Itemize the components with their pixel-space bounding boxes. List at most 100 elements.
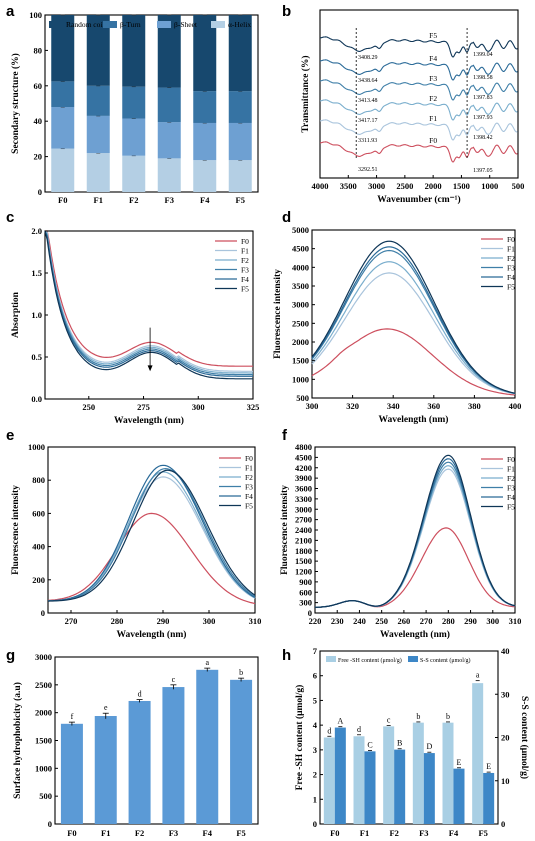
chart-e-xtick-label: 310 <box>249 616 262 626</box>
chart-b-peak-label: 3311.93 <box>358 138 377 144</box>
chart-b-series-label: F5 <box>429 31 437 40</box>
chart-a-bar-α-Helix-F5 <box>228 160 252 192</box>
chart-h-ytick-label: 1 <box>313 794 317 804</box>
chart-c-ytick-label: 0.5 <box>31 352 42 362</box>
chart-d-legend-label: F4 <box>507 273 515 282</box>
chart-h-ytick2-label: 10 <box>501 776 510 786</box>
chart-f-legend-label: F2 <box>507 474 515 483</box>
chart-h-ylabel: Free -SH content (μmol/g) <box>294 685 305 791</box>
chart-h-ytick2-label: 0 <box>501 819 505 829</box>
chart-c-xtick-label: 325 <box>247 402 260 412</box>
chart-f-ytick-label: 3300 <box>295 494 312 504</box>
chart-e-series-F5 <box>47 469 256 602</box>
chart-d-series-F4 <box>311 246 516 394</box>
chart-d-legend-label: F5 <box>507 283 515 292</box>
chart-h-legend-swatch-sh <box>326 656 336 662</box>
chart-h-xtick-label: F3 <box>419 828 428 838</box>
chart-e-xtick-label: 300 <box>203 616 216 626</box>
chart-h-sig-letter: B <box>397 739 402 748</box>
chart-h-sig-letter: E <box>486 762 491 771</box>
chart-f-xtick-label: 250 <box>375 616 388 626</box>
chart-f-ytick-label: 4800 <box>295 442 312 452</box>
chart-b-series-F5 <box>319 36 518 58</box>
chart-d-xtick-label: 380 <box>468 401 481 411</box>
chart-h-ytick-label: 5 <box>313 695 317 705</box>
chart-f-frame <box>314 446 516 614</box>
chart-b-xlabel: Wavenumber (cm⁻¹) <box>377 194 460 205</box>
chart-g-xtick-label: F0 <box>67 828 76 838</box>
chart-a-legend-swatch-β-Turn <box>103 21 117 28</box>
chart-d-ytick-label: 1000 <box>292 374 309 384</box>
chart-g-xtick-label: F2 <box>135 828 144 838</box>
chart-h-bar-ss-F1 <box>364 751 376 824</box>
chart-a-xtick-label: F4 <box>200 195 210 205</box>
chart-a-bar-β-Turn-F3 <box>157 87 181 123</box>
chart-h-sig-letter: a <box>476 671 480 680</box>
chart-c-legend-label: F5 <box>241 285 249 294</box>
chart-a-bar-β-Turn-F2 <box>122 86 146 119</box>
chart-b-peak-label: 1397.93 <box>473 115 493 121</box>
chart-a-bar-Random coil-F4 <box>193 15 217 92</box>
chart-h-sig-letter: b <box>416 712 420 721</box>
chart-b-peak-label: 1397.05 <box>473 168 493 174</box>
chart-a-ytick-label: 80 <box>34 45 43 55</box>
chart-f-legend-label: F5 <box>507 503 515 512</box>
chart-d-xtick-label: 300 <box>306 401 319 411</box>
chart-c-ytick-label: 2.0 <box>31 226 42 236</box>
chart-a-ytick-label: 60 <box>34 81 43 91</box>
chart-c-legend-label: F3 <box>241 266 249 275</box>
chart-c-ytick-label: 1.5 <box>31 268 42 278</box>
chart-b-xtick-label: 2500 <box>396 181 413 191</box>
chart-b-series-label: F2 <box>429 94 437 103</box>
chart-a-bar-β-Sheet-F4 <box>193 122 217 161</box>
chart-b-peak-label: 1399.04 <box>473 52 493 58</box>
chart-d-frame <box>311 229 516 399</box>
chart-f-xtick-label: 300 <box>486 616 499 626</box>
chart-f-legend-label: F4 <box>507 493 515 502</box>
chart-e-legend-label: F2 <box>245 473 253 482</box>
chart-a-xtick-label: F1 <box>94 195 103 205</box>
chart-c-series-F3 <box>44 230 253 376</box>
chart-c-series-F0 <box>45 230 253 367</box>
panel-label-d: d <box>282 209 291 226</box>
panel-label-e: e <box>6 427 14 444</box>
chart-a-ytick-label: 0 <box>38 187 42 197</box>
chart-e-xtick-label: 270 <box>65 616 78 626</box>
chart-d-ytick-label: 2000 <box>292 337 309 347</box>
chart-h-ytick-label: 0 <box>313 819 317 829</box>
chart-f-ytick-label: 600 <box>299 587 312 597</box>
panel-label-a: a <box>6 3 15 20</box>
panel-label-f: f <box>282 427 288 444</box>
chart-h-xtick-label: F1 <box>360 828 369 838</box>
chart-b-ylabel: Transmittance (%) <box>300 55 311 132</box>
chart-g-ytick-label: 2000 <box>35 708 52 718</box>
chart-c-ytick-label: 1.0 <box>31 310 42 320</box>
chart-e-series-F2 <box>47 471 256 602</box>
chart-a-bar-Random coil-F5 <box>228 15 252 92</box>
chart-g-bar-F5 <box>230 679 253 824</box>
chart-g-bar-F1 <box>94 716 117 824</box>
chart-c-series-F1 <box>44 230 253 372</box>
chart-e-series-F3 <box>47 467 256 602</box>
chart-d-ytick-label: 500 <box>296 393 309 403</box>
chart-h-legend-label: S-S content (μmol/g) <box>420 657 471 664</box>
chart-h-bar-ss-F3 <box>423 753 435 824</box>
chart-a-ytick-label: 40 <box>34 116 43 126</box>
chart-d-ytick-label: 2500 <box>292 318 309 328</box>
chart-e-series-F0 <box>47 512 256 605</box>
chart-b-peak-label: 3438.64 <box>358 78 378 84</box>
chart-b-series-label: F1 <box>429 114 437 123</box>
chart-g-ytick-label: 2500 <box>35 680 52 690</box>
chart-b-peak-label: 1398.42 <box>473 135 493 141</box>
chart-h-sig-letter: E <box>457 758 462 767</box>
chart-h-bar-ss-F4 <box>453 768 465 824</box>
chart-b-peak-label: 3292.51 <box>358 167 378 173</box>
chart-f-xtick-label: 230 <box>331 616 344 626</box>
chart-h-bar-sh-F1 <box>353 736 365 824</box>
chart-b-series-label: F3 <box>429 74 437 83</box>
chart-d-xtick-label: 320 <box>346 401 359 411</box>
chart-g-sig-letter: f <box>71 712 74 721</box>
chart-g-bar-F3 <box>162 687 185 824</box>
chart-h-ytick2-label: 40 <box>501 646 510 656</box>
